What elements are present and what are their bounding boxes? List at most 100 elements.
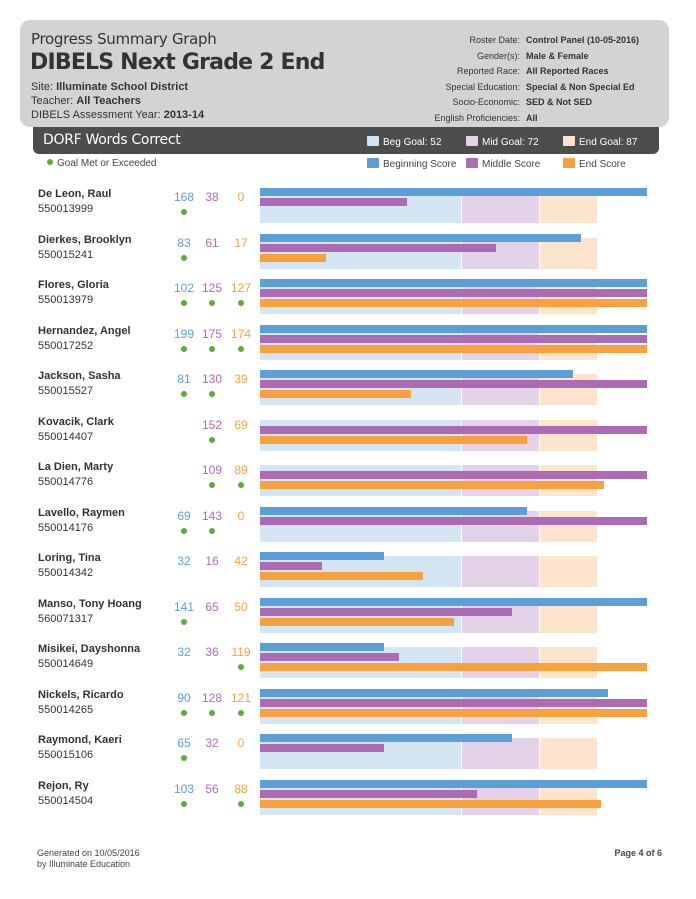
middle-score-bar xyxy=(260,380,647,388)
student-id: 550014649 xyxy=(38,658,94,670)
middle-score-label: 125 xyxy=(201,281,223,295)
beg-goal-band xyxy=(260,510,462,542)
student-name: La Dien, Marty xyxy=(38,461,114,473)
section-header: DORF Words Correct Beg Goal: 52 Mid Goal… xyxy=(33,127,659,154)
beginning-score-label: 199 xyxy=(173,326,195,341)
mid-goal-band xyxy=(462,374,539,405)
middle-score-bar xyxy=(260,653,400,661)
student-row: Dierkes, Brooklyn 550015241 83 61 17 xyxy=(0,233,696,279)
end-score-label: 42 xyxy=(234,554,248,568)
beginning-score-bar xyxy=(260,279,647,287)
student-name: Misikei, Dayshonna xyxy=(38,643,141,655)
mid-goal-band xyxy=(462,738,539,769)
criteria-label: Roster Date: xyxy=(469,35,520,45)
goal-met-label: Goal Met or Exceeded xyxy=(57,158,157,169)
student-id: 550014407 xyxy=(38,430,94,443)
middle-score-bar xyxy=(260,516,647,525)
student-row: Rejon, Ry 550014504 103 56 88 xyxy=(0,779,696,825)
student-chart xyxy=(260,643,647,679)
student-id: 550013999 xyxy=(38,203,94,215)
middle-swatch xyxy=(466,158,478,168)
mid-goal-band xyxy=(462,465,539,496)
year-label: DIBELS Assessment Year: xyxy=(31,109,161,121)
goal-met-dot-icon xyxy=(181,800,187,807)
end-goal-band xyxy=(539,419,597,451)
end-goal-band xyxy=(539,556,597,587)
student-name: Manso, Tony Hoang xyxy=(38,597,142,610)
end-score-bar xyxy=(260,572,423,580)
mid-goal-band xyxy=(462,647,539,678)
goal-met-dot-icon xyxy=(238,664,244,670)
end-score-bar xyxy=(260,708,647,717)
student-name: Raymond, Kaeri xyxy=(38,734,122,746)
middle-legend: Middle Score xyxy=(466,158,540,170)
end-score-bar xyxy=(260,253,326,262)
beg-goal-band xyxy=(260,783,462,815)
student-name: Kovacik, Clark xyxy=(38,415,114,428)
beginning-swatch xyxy=(367,158,379,168)
student-row: Jackson, Sasha 550015527 81 130 39 xyxy=(0,370,696,415)
beginning-score-label: 102 xyxy=(173,281,195,295)
student-chart xyxy=(260,734,647,770)
mid-goal-band xyxy=(462,328,539,360)
beginning-score-label: 103 xyxy=(173,781,195,796)
goal-met-dot-icon xyxy=(238,800,244,807)
student-chart xyxy=(260,779,647,816)
student-row: Raymond, Kaeri 550015106 65 32 0 xyxy=(0,734,696,779)
student-name: De Leon, Raul xyxy=(38,188,112,200)
student-row: Nickels, Ricardo 550014265 90 128 121 xyxy=(0,688,696,734)
student-name: Jackson, Sasha xyxy=(38,370,121,382)
beginning-score-label: 32 xyxy=(177,645,191,659)
criteria-label: Special Education: xyxy=(445,81,520,92)
beg-goal-band xyxy=(260,192,462,223)
generated-date: Generated on 10/05/2016 xyxy=(37,848,140,858)
student-row: Flores, Gloria 550013979 102 125 127 xyxy=(0,279,696,324)
student-id: 550015106 xyxy=(38,749,94,761)
beginning-legend: Beginning Score xyxy=(367,158,456,170)
criteria-value: SED & Not SED xyxy=(526,97,593,108)
middle-legend-label: Middle Score xyxy=(482,159,541,170)
mid-goal-band xyxy=(462,192,539,223)
report-header: Progress Summary Graph DIBELS Next Grade… xyxy=(20,20,669,127)
end-legend-label: End Score xyxy=(579,159,626,170)
beg-goal-band xyxy=(260,738,462,769)
goal-met-dot-icon xyxy=(209,345,215,352)
criteria-label: Reported Race: xyxy=(456,66,520,77)
section-title: DORF Words Correct xyxy=(43,132,181,148)
middle-score-label: 175 xyxy=(201,326,223,341)
student-name: Dierkes, Brooklyn xyxy=(38,233,132,246)
middle-score-label: 109 xyxy=(201,463,223,477)
student-row: Hernandez, Angel 550017252 199 175 174 xyxy=(0,324,696,370)
mid-goal-band xyxy=(462,419,539,451)
generated-by: by Illuminate Education xyxy=(37,859,131,869)
goal-met-dot-icon xyxy=(209,709,215,716)
student-row: Manso, Tony Hoang 560071317 141 65 50 xyxy=(0,597,696,643)
beg-goal-band xyxy=(260,419,462,451)
mid-goal-band xyxy=(462,601,539,633)
beginning-score-label: 81 xyxy=(177,372,191,386)
middle-score-label: 65 xyxy=(205,599,219,614)
goal-met-dot-icon xyxy=(209,391,215,397)
middle-score-label: 38 xyxy=(205,190,219,204)
student-id: 560071317 xyxy=(38,612,94,625)
report-criteria: Roster Date: Control Panel (10-05-2016) G… xyxy=(400,35,660,129)
beginning-score-label: 69 xyxy=(177,508,191,523)
student-row: Kovacik, Clark 550014407 152 69 xyxy=(0,416,696,461)
end-score-label: 0 xyxy=(237,508,245,523)
year-line: DIBELS Assessment Year: 2013-14 xyxy=(31,109,204,121)
middle-score-bar xyxy=(260,425,647,434)
end-goal-swatch xyxy=(563,136,575,146)
student-id: 550017252 xyxy=(38,339,94,352)
beginning-score-bar xyxy=(260,506,528,515)
end-goal-band xyxy=(539,328,597,360)
end-goal-band xyxy=(539,510,597,542)
student-name: Flores, Gloria xyxy=(38,279,109,291)
goal-met-dot-icon xyxy=(181,345,187,352)
student-id: 550015241 xyxy=(38,248,94,261)
student-chart xyxy=(260,552,647,588)
page-number: Page 4 of 6 xyxy=(614,848,662,858)
middle-score-bar xyxy=(260,789,477,798)
middle-score-label: 152 xyxy=(201,417,223,432)
goal-met-dot-icon xyxy=(209,436,215,443)
student-id: 550015527 xyxy=(38,385,94,397)
